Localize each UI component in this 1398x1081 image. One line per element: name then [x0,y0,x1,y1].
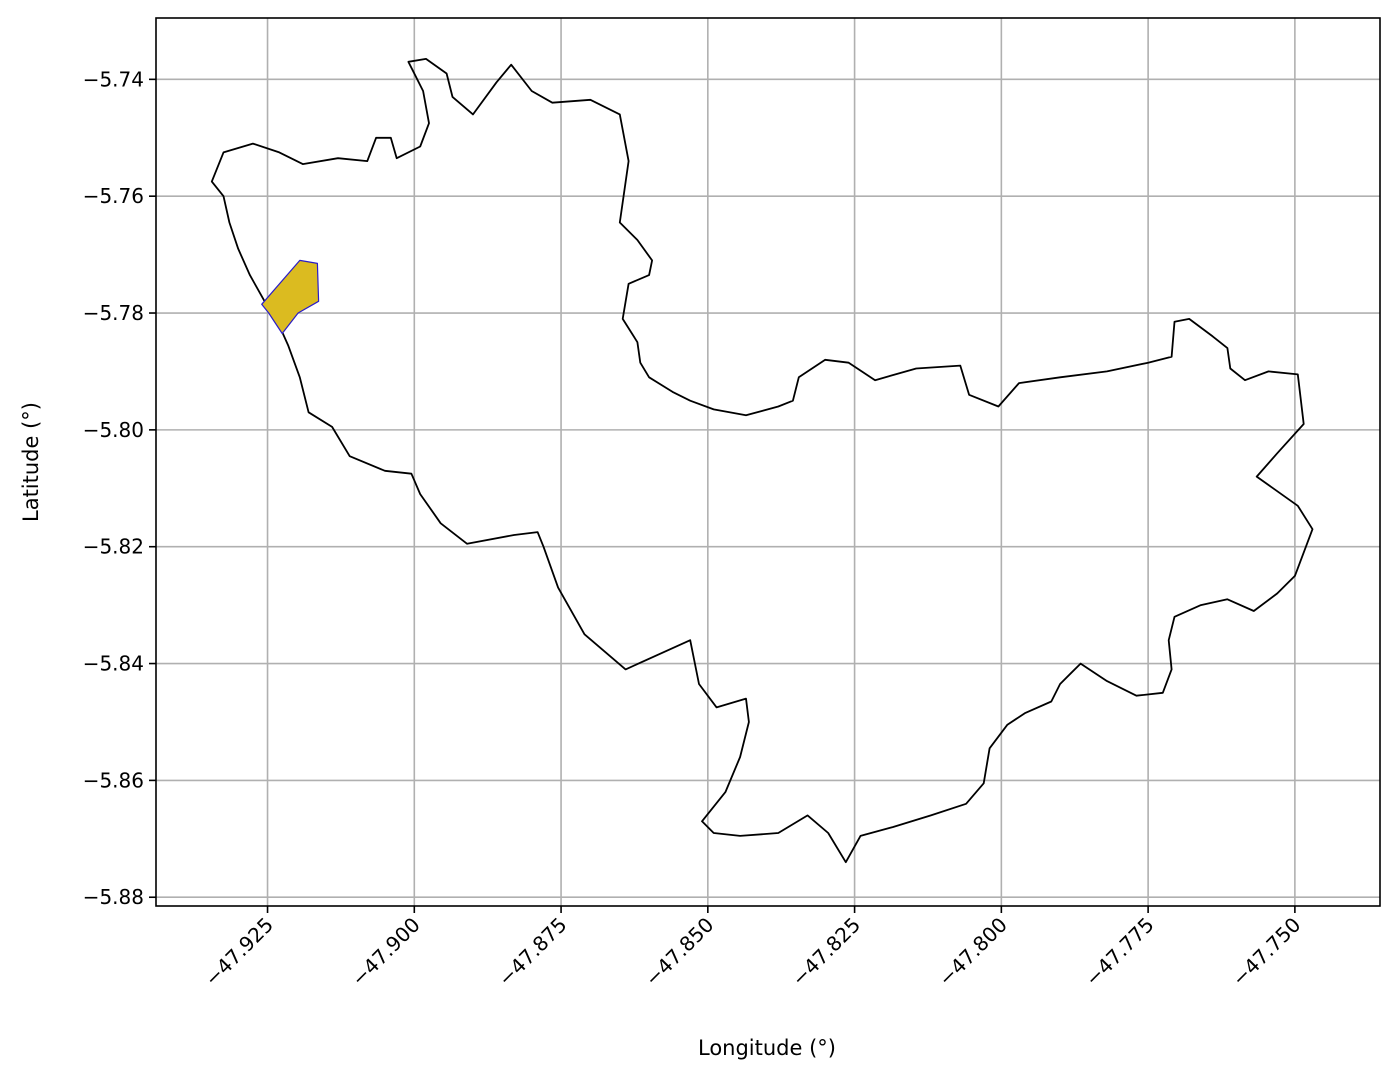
y-tick-label: −5.88 [83,885,144,909]
y-tick-label: −5.82 [83,535,144,559]
y-tick-label: −5.86 [83,768,144,792]
y-tick-label: −5.78 [83,301,144,325]
map-shapes [210,58,1314,864]
highlighted-area [261,259,320,335]
y-axis-label: Latitude (°) [19,402,43,522]
y-tick-label: −5.76 [83,184,144,208]
grid-lines [156,18,1380,906]
region-boundary [210,58,1314,864]
x-axis-label: Longitude (°) [698,1036,836,1060]
y-tick-label: −5.84 [83,652,144,676]
y-tick-label: −5.80 [83,418,144,442]
y-tick-label: −5.74 [83,67,144,91]
axes-frame [155,17,1381,907]
